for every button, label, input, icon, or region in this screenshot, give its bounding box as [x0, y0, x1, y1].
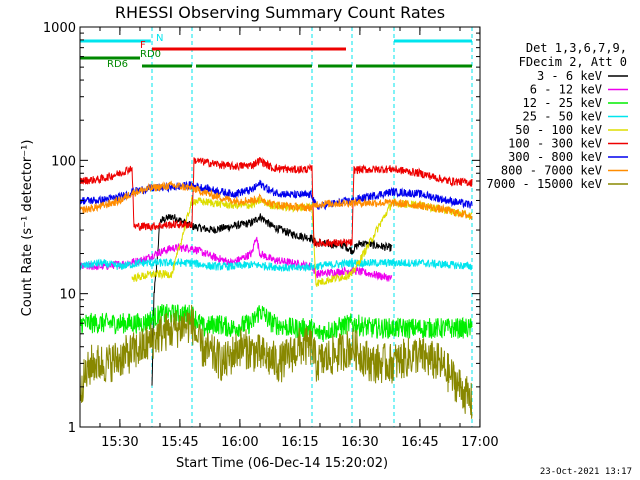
series-line-2: [79, 303, 473, 343]
x-tick-label-1: 15:45: [161, 435, 198, 450]
x-tick-label-6: 17:00: [461, 435, 498, 450]
x-tick-label-0: 15:30: [101, 435, 138, 450]
series-line-6: [79, 179, 473, 211]
y-tick-label-1: 10: [59, 288, 76, 303]
series-line-1: [79, 236, 393, 282]
chart-title: RHESSI Observing Summary Count Rates: [115, 3, 445, 22]
flag-f-label: F: [140, 40, 146, 51]
series-line-3: [79, 257, 473, 273]
legend-label-5: 100 - 300 keV: [508, 137, 602, 151]
legend-label-6: 300 - 800 keV: [508, 150, 602, 164]
timestamp: 23-Oct-2021 13:17: [540, 467, 632, 477]
x-tick-label-5: 16:45: [401, 435, 438, 450]
legend-label-4: 50 - 100 keV: [515, 123, 602, 137]
flag-rd6-label: RD6: [107, 59, 128, 70]
series-line-8: [79, 304, 473, 419]
y-axis-label: Count Rate (s⁻¹ detector⁻¹): [20, 140, 35, 317]
y-tick-label-2: 100: [51, 154, 76, 169]
x-tick-label-3: 16:15: [281, 435, 318, 450]
axes: 1 10 100 1000 15:30 15:45 16:00 16:15 16:30 16:45…: [43, 21, 499, 450]
y-tick-label-0: 1: [68, 421, 76, 436]
legend-label-8: 7000 - 15000 keV: [486, 177, 602, 191]
legend-label-3: 25 - 50 keV: [523, 110, 602, 124]
flag-n-label: N: [156, 33, 163, 44]
series-line-7: [79, 180, 473, 221]
legend-label-0: 3 - 6 keV: [537, 69, 602, 83]
flag-rd0-label: RD0: [140, 49, 161, 60]
legend-label-1: 6 - 12 keV: [530, 83, 602, 97]
x-tick-label-2: 16:00: [221, 435, 258, 450]
plot-area: [79, 27, 473, 427]
legend-label-2: 12 - 25 keV: [523, 96, 602, 110]
x-tick-label-4: 16:30: [341, 435, 378, 450]
legend-header-line-2: FDecim 2, Att 0: [519, 55, 627, 69]
series-line-4: [131, 196, 473, 287]
x-axis-label: Start Time (06-Dec-14 15:20:02): [176, 456, 388, 471]
y-tick-label-3: 1000: [43, 21, 76, 36]
legend-label-7: 800 - 7000 keV: [501, 164, 602, 178]
legend: Det 1,3,6,7,9, FDecim 2, Att 0 3 - 6 keV…: [486, 41, 628, 191]
series-line-5: [79, 157, 473, 249]
legend-header-line-1: Det 1,3,6,7,9,: [526, 41, 627, 55]
